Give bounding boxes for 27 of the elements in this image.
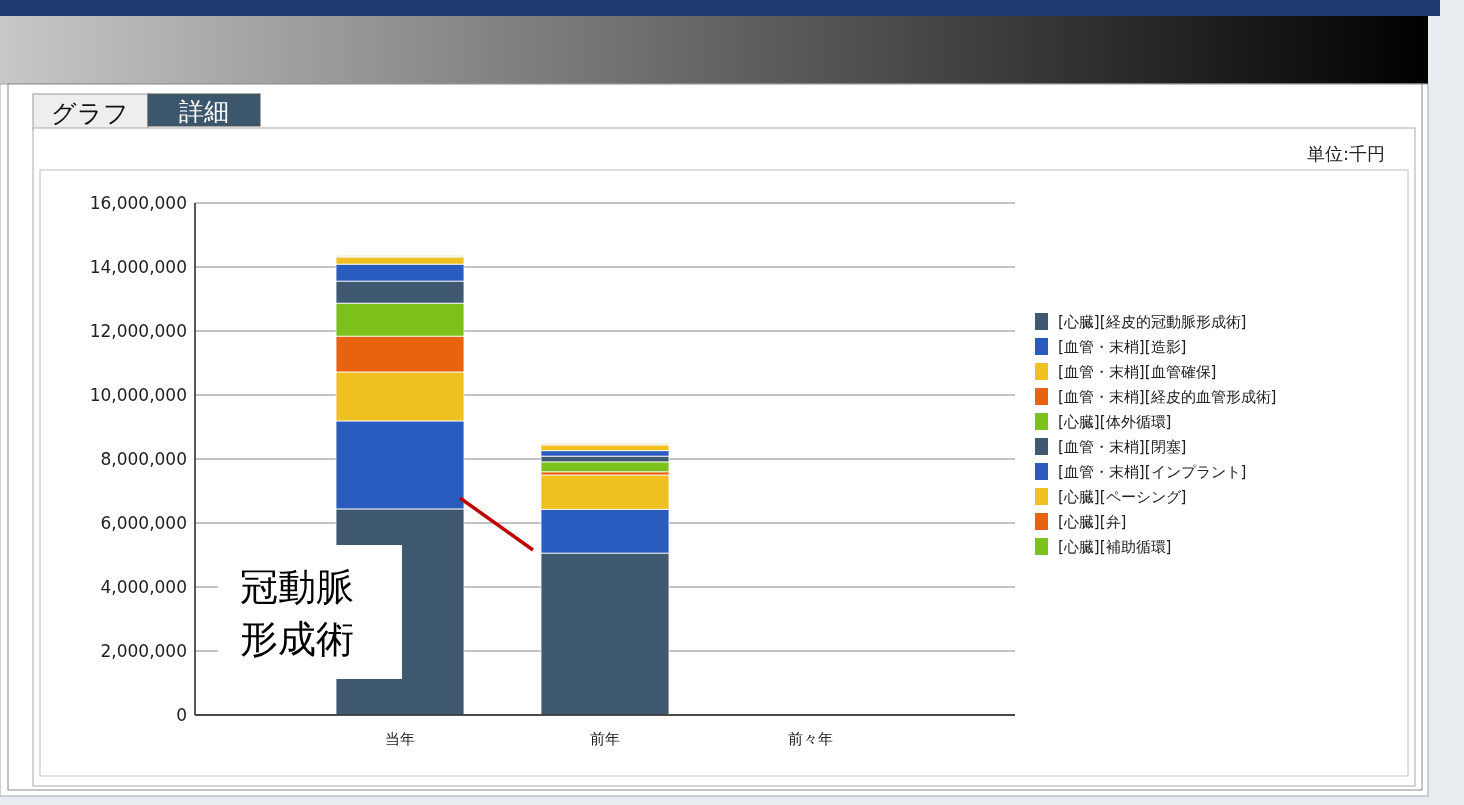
legend-label: [血管・末梢][造影] <box>1058 338 1187 357</box>
x-tick-label: 前々年 <box>787 730 833 748</box>
y-tick-label: 12,000,000 <box>89 320 187 341</box>
legend-label: [心臓][ペーシング] <box>1058 488 1187 507</box>
y-tick-label: 8,000,000 <box>100 448 187 469</box>
x-tick-label: 当年 <box>385 730 415 748</box>
y-tick-label: 6,000,000 <box>100 512 187 533</box>
annotation: 冠動脈 <box>240 565 354 609</box>
legend-label: [心臓][弁] <box>1058 513 1127 532</box>
y-tick-label: 10,000,000 <box>89 384 187 405</box>
y-tick-label: 2,000,000 <box>100 640 187 661</box>
text: グラフ <box>51 99 129 128</box>
annotation: 形成術 <box>240 617 354 661</box>
text: 単位:千円 <box>1306 143 1385 164</box>
text: 詳細 <box>179 97 229 126</box>
legend-label: [血管・末梢][閉塞] <box>1058 438 1187 457</box>
legend-label: [血管・末梢][経皮的血管形成術] <box>1058 388 1277 407</box>
x-tick-label: 前年 <box>590 730 620 748</box>
legend-label: [心臓][補助循環] <box>1058 538 1172 557</box>
legend-label: [血管・末梢][インプラント] <box>1058 463 1247 482</box>
y-tick-label: 14,000,000 <box>89 256 187 277</box>
legend-label: [心臓][経皮的冠動脈形成術] <box>1058 313 1247 332</box>
y-tick-label: 4,000,000 <box>100 576 187 597</box>
y-tick-label: 16,000,000 <box>89 192 187 213</box>
y-tick-label: 0 <box>176 704 187 725</box>
legend-label: [心臓][体外循環] <box>1058 413 1172 432</box>
legend-label: [血管・末梢][血管確保] <box>1058 363 1217 382</box>
